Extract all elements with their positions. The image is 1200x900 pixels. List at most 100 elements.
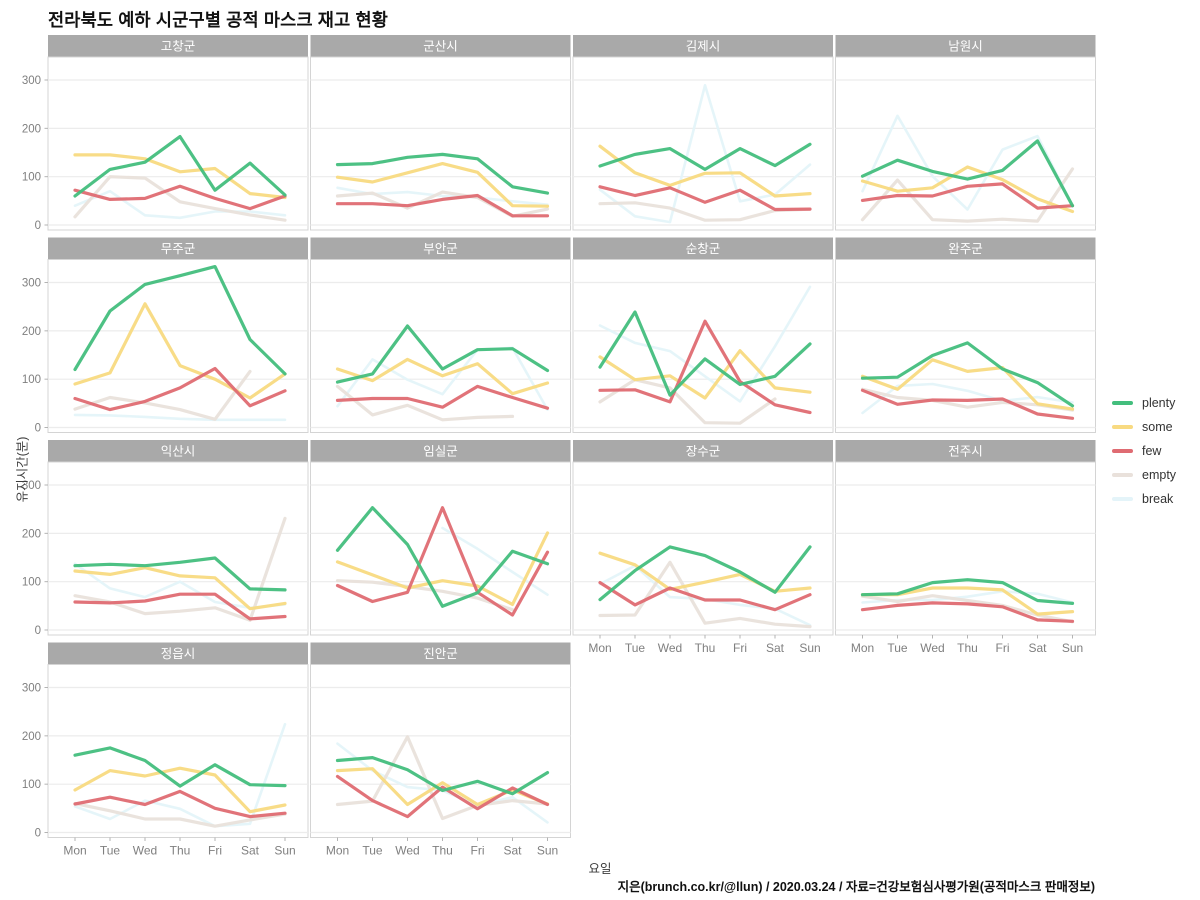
legend: plenty some few empty break xyxy=(1112,396,1176,506)
series-line-plenty xyxy=(335,756,550,796)
facet-title: 익산시 xyxy=(161,445,196,459)
series-line-some xyxy=(73,153,287,200)
facet-panel: 임실군 xyxy=(310,440,571,636)
series-line-few xyxy=(335,384,550,410)
facet-title: 장수군 xyxy=(686,445,721,459)
x-tick-label: Fri xyxy=(733,641,747,655)
series-line-plenty xyxy=(335,324,550,384)
facet-title: 무주군 xyxy=(161,242,196,256)
y-tick-label: 300 xyxy=(22,75,41,87)
series-line-few xyxy=(860,182,1075,210)
y-tick-label: 200 xyxy=(22,528,41,540)
x-tick-label: Wed xyxy=(395,844,419,858)
facet-panel: 장수군 Mon Tue Wed Thu Fri Sat Sun xyxy=(572,440,834,655)
series-line-few xyxy=(73,366,287,412)
facet-panel: 고창군 0 100 200 300 xyxy=(22,35,309,232)
facet-title: 남원시 xyxy=(948,40,983,54)
facet-title: 김제시 xyxy=(686,40,721,54)
legend-item-break: break xyxy=(1112,492,1176,506)
y-tick-label: 100 xyxy=(22,577,41,589)
x-tick-label: Mon xyxy=(326,844,349,858)
series-line-break xyxy=(73,722,287,828)
facet-panel: 부안군 xyxy=(310,237,571,433)
series-line-few xyxy=(598,581,812,612)
series-line-break xyxy=(861,114,1074,211)
facet-panel: 정읍시 0 100 200 300 Mon Tue Wed Thu Fri Sat Sun xyxy=(22,642,309,858)
legend-swatch-some xyxy=(1112,425,1133,429)
series-line-some xyxy=(598,349,812,400)
y-tick-label: 100 xyxy=(22,779,41,791)
y-tick-label: 300 xyxy=(22,683,41,695)
x-tick-label: Sat xyxy=(1028,641,1047,655)
facet-title: 전주시 xyxy=(948,445,983,459)
series-line-some xyxy=(335,357,550,396)
x-tick-label: Tue xyxy=(625,641,646,655)
caption: 지은(brunch.co.kr/@llun) / 2020.03.24 / 자료… xyxy=(617,880,1095,894)
series-line-few xyxy=(73,592,287,621)
series-line-break xyxy=(73,189,287,220)
series-line-plenty xyxy=(598,545,812,602)
series-line-few xyxy=(73,789,287,819)
facet-panel: 진안군 Mon Tue Wed Thu Fri Sat Sun xyxy=(310,642,571,858)
facet-title: 고창군 xyxy=(161,40,196,54)
series-line-few xyxy=(860,388,1075,420)
legend-label: few xyxy=(1142,444,1162,458)
series-line-some xyxy=(73,302,287,400)
series-line-some xyxy=(860,165,1075,214)
series-line-some xyxy=(860,358,1075,411)
y-tick-label: 0 xyxy=(35,828,41,840)
x-tick-label: Sat xyxy=(766,641,785,655)
series-line-some xyxy=(73,766,287,814)
y-tick-label: 300 xyxy=(22,480,41,492)
series-line-some xyxy=(335,162,550,208)
series-line-empty xyxy=(860,167,1075,223)
facet-panel: 순창군 xyxy=(572,237,834,433)
legend-swatch-few xyxy=(1112,449,1133,453)
facet-panel: 남원시 xyxy=(835,35,1096,231)
series-line-empty xyxy=(335,384,515,422)
x-tick-label: Wed xyxy=(658,641,682,655)
series-line-some xyxy=(598,144,812,198)
legend-item-some: some xyxy=(1112,420,1176,434)
series-line-break xyxy=(861,382,1074,415)
facet-title: 진안군 xyxy=(423,647,458,661)
x-tick-label: Tue xyxy=(100,844,121,858)
series-line-break xyxy=(73,413,287,422)
legend-swatch-plenty xyxy=(1112,401,1133,405)
facet-panel: 익산시 0 100 200 300 xyxy=(22,440,309,637)
y-tick-label: 100 xyxy=(22,172,41,184)
x-tick-label: Thu xyxy=(957,641,978,655)
facet-title: 군산시 xyxy=(423,40,458,54)
facet-title: 임실군 xyxy=(423,445,458,459)
facet-panel: 완주군 xyxy=(835,237,1096,433)
x-tick-label: Fri xyxy=(208,844,222,858)
y-tick-label: 0 xyxy=(35,220,41,232)
x-tick-label: Sat xyxy=(503,844,522,858)
series-line-empty xyxy=(335,579,515,612)
series-line-empty xyxy=(73,369,252,421)
x-tick-label: Sun xyxy=(1062,641,1083,655)
series-line-plenty xyxy=(860,578,1075,605)
series-line-empty xyxy=(73,175,287,222)
x-axis-title: 요일 xyxy=(588,862,612,876)
legend-swatch-break xyxy=(1112,497,1133,501)
facet-title: 순창군 xyxy=(686,242,721,256)
series-line-few xyxy=(335,774,550,819)
chart-title: 전라북도 예하 시군구별 공적 마스크 재고 현황 xyxy=(48,10,389,30)
series-line-few xyxy=(73,184,287,211)
x-tick-label: Thu xyxy=(695,641,716,655)
series-line-few xyxy=(860,601,1075,623)
series-line-plenty xyxy=(73,556,287,592)
x-tick-label: Sun xyxy=(537,844,558,858)
x-tick-label: Fri xyxy=(471,844,485,858)
series-line-plenty xyxy=(335,152,550,195)
legend-item-empty: empty xyxy=(1112,468,1176,482)
x-tick-label: Mon xyxy=(851,641,874,655)
facet-panel: 군산시 xyxy=(310,35,571,231)
facet-panel: 전주시 Mon Tue Wed Thu Fri Sat Sun xyxy=(835,440,1096,655)
x-tick-label: Tue xyxy=(887,641,908,655)
series-line-plenty xyxy=(598,142,812,171)
series-line-empty xyxy=(598,378,777,425)
